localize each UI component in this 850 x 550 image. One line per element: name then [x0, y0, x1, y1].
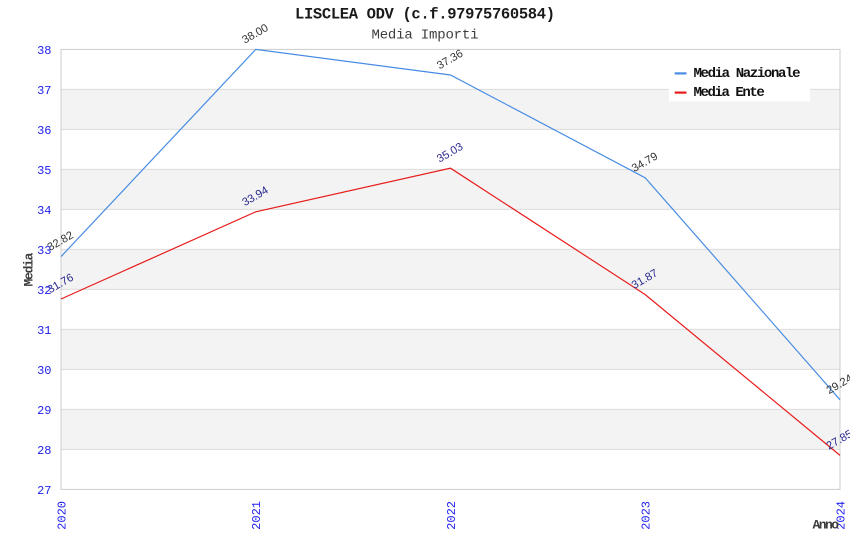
- svg-text:Media Ente: Media Ente: [694, 85, 765, 101]
- svg-text:2022: 2022: [445, 501, 459, 530]
- svg-text:Media Importi: Media Importi: [372, 28, 479, 44]
- svg-text:31: 31: [37, 324, 51, 338]
- svg-text:Anno: Anno: [813, 518, 840, 533]
- svg-text:Media: Media: [22, 252, 37, 286]
- svg-text:LISCLEA ODV (c.f.97975760584): LISCLEA ODV (c.f.97975760584): [295, 6, 555, 24]
- svg-text:2023: 2023: [640, 501, 654, 530]
- svg-text:2020: 2020: [55, 501, 69, 530]
- svg-text:27: 27: [37, 484, 51, 498]
- svg-text:28: 28: [37, 444, 51, 458]
- svg-text:35: 35: [37, 164, 51, 178]
- svg-text:38: 38: [37, 44, 51, 58]
- svg-text:32: 32: [37, 284, 51, 298]
- svg-text:34: 34: [37, 204, 51, 218]
- svg-text:36: 36: [37, 124, 51, 138]
- svg-text:2021: 2021: [250, 501, 264, 530]
- svg-text:37: 37: [37, 84, 51, 98]
- svg-text:2024: 2024: [834, 501, 848, 530]
- svg-text:29: 29: [37, 404, 51, 418]
- svg-text:Media Nazionale: Media Nazionale: [694, 66, 801, 82]
- svg-text:33: 33: [37, 244, 51, 258]
- svg-text:30: 30: [37, 364, 51, 378]
